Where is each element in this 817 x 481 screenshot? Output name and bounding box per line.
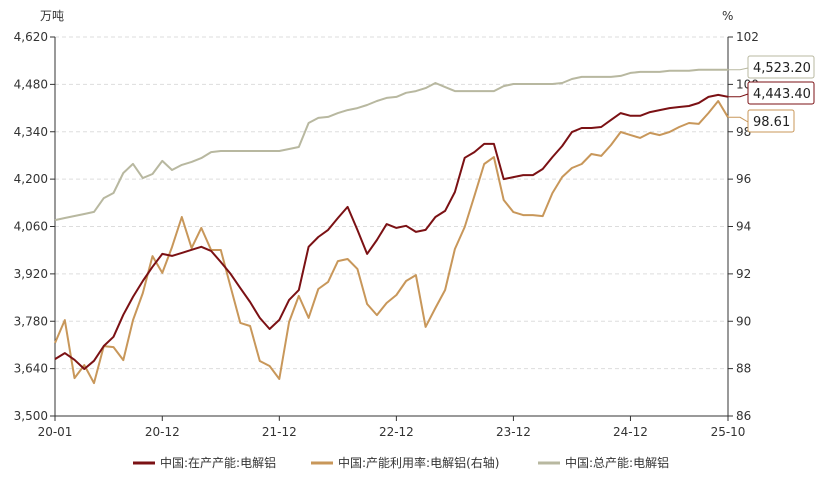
- right-tick-label: 98: [736, 125, 751, 139]
- end-label-text: 4,443.40: [753, 87, 811, 102]
- right-tick-label: 88: [736, 362, 751, 376]
- left-tick-label: 3,920: [14, 267, 48, 281]
- series-lines: [54, 68, 729, 385]
- right-tick-label: 102: [736, 30, 759, 44]
- x-tick-label: 25-10: [711, 425, 746, 439]
- end-labels: 4,523.20 4,443.40 98.61: [728, 55, 815, 133]
- legend-item: 中国:在产产能:电解铝: [160, 455, 276, 470]
- left-tick-label: 4,620: [14, 30, 48, 44]
- end-label-text: 98.61: [753, 115, 790, 130]
- x-tick-label: 22-12: [379, 425, 414, 439]
- end-label-box: [747, 55, 815, 79]
- left-tick-label: 4,200: [14, 172, 48, 186]
- right-tick-label: 94: [736, 220, 751, 234]
- right-tick-label: 92: [736, 267, 751, 281]
- series-line-2: [54, 68, 728, 222]
- left-tick-label: 4,480: [14, 77, 48, 91]
- end-label-leader: [728, 93, 749, 98]
- x-tick-label: 21-12: [262, 425, 297, 439]
- end-label-box: [747, 109, 795, 133]
- series-line-0: [54, 93, 729, 370]
- x-tick-label: 20-01: [38, 425, 73, 439]
- x-tick-label: 20-12: [145, 425, 180, 439]
- right-tick-label: 90: [736, 314, 751, 328]
- end-label-leader: [728, 67, 749, 71]
- grid-lines: [55, 36, 728, 370]
- legend: 中国:在产产能:电解铝 中国:产能利用率:电解铝(右轴) 中国:总产能:电解铝: [133, 455, 669, 470]
- legend-item: 中国:总产能:电解铝: [565, 455, 669, 470]
- end-label-box: [747, 81, 815, 105]
- left-axis-unit: 万吨: [40, 9, 64, 23]
- x-tick-label: 23-12: [496, 425, 531, 439]
- left-tick-label: 3,500: [14, 409, 48, 423]
- series-line-1: [54, 100, 729, 385]
- left-tick-label: 4,340: [14, 125, 48, 139]
- left-tick-label: 3,640: [14, 362, 48, 376]
- x-tick-label: 24-12: [613, 425, 648, 439]
- legend-item: 中国:产能利用率:电解铝(右轴): [338, 455, 499, 470]
- left-tick-label: 4,060: [14, 220, 48, 234]
- end-label-leader: [728, 116, 749, 123]
- axes: 3,500 86 3,640 88 3,780 90 3,920 92 4,060 94 4,200…: [14, 30, 759, 439]
- right-tick-label: 86: [736, 409, 751, 423]
- end-label-text: 4,523.20: [753, 61, 811, 76]
- left-tick-label: 3,780: [14, 314, 48, 328]
- right-tick-label: 96: [736, 172, 751, 186]
- right-axis-unit: %: [722, 9, 733, 23]
